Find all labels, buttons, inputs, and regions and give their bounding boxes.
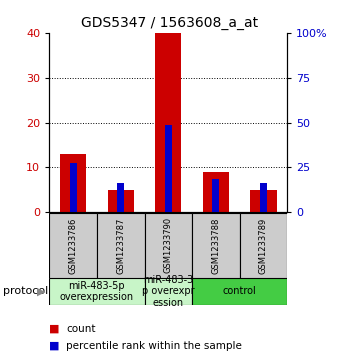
Bar (144, 213, 192, 278)
Text: ▶: ▶ (37, 286, 46, 296)
Bar (260, 183, 267, 212)
Text: GSM1233787: GSM1233787 (116, 217, 125, 274)
Bar (69, 163, 77, 212)
Text: GSM1233786: GSM1233786 (69, 217, 78, 274)
Bar (212, 179, 219, 212)
Bar (250, 190, 277, 212)
Text: control: control (223, 286, 257, 296)
Text: miR-483-3
p overexpr
ession: miR-483-3 p overexpr ession (142, 275, 194, 307)
Text: ■: ■ (49, 340, 60, 351)
Bar (240, 213, 287, 278)
Text: GDS5347 / 1563608_a_at: GDS5347 / 1563608_a_at (82, 16, 258, 30)
Bar (192, 278, 287, 305)
Bar (107, 190, 134, 212)
Bar (60, 154, 86, 212)
Text: percentile rank within the sample: percentile rank within the sample (66, 340, 242, 351)
Bar (97, 213, 144, 278)
Bar (49, 278, 144, 305)
Bar (165, 125, 172, 212)
Text: protocol: protocol (3, 286, 49, 296)
Bar (144, 278, 192, 305)
Text: GSM1233789: GSM1233789 (259, 217, 268, 273)
Bar (192, 213, 240, 278)
Bar (155, 33, 182, 212)
Text: GSM1233788: GSM1233788 (211, 217, 220, 274)
Text: count: count (66, 323, 96, 334)
Text: ■: ■ (49, 323, 60, 334)
Bar (49, 213, 97, 278)
Text: GSM1233790: GSM1233790 (164, 217, 173, 273)
Text: miR-483-5p
overexpression: miR-483-5p overexpression (60, 281, 134, 302)
Bar (117, 183, 124, 212)
Bar (203, 172, 229, 212)
